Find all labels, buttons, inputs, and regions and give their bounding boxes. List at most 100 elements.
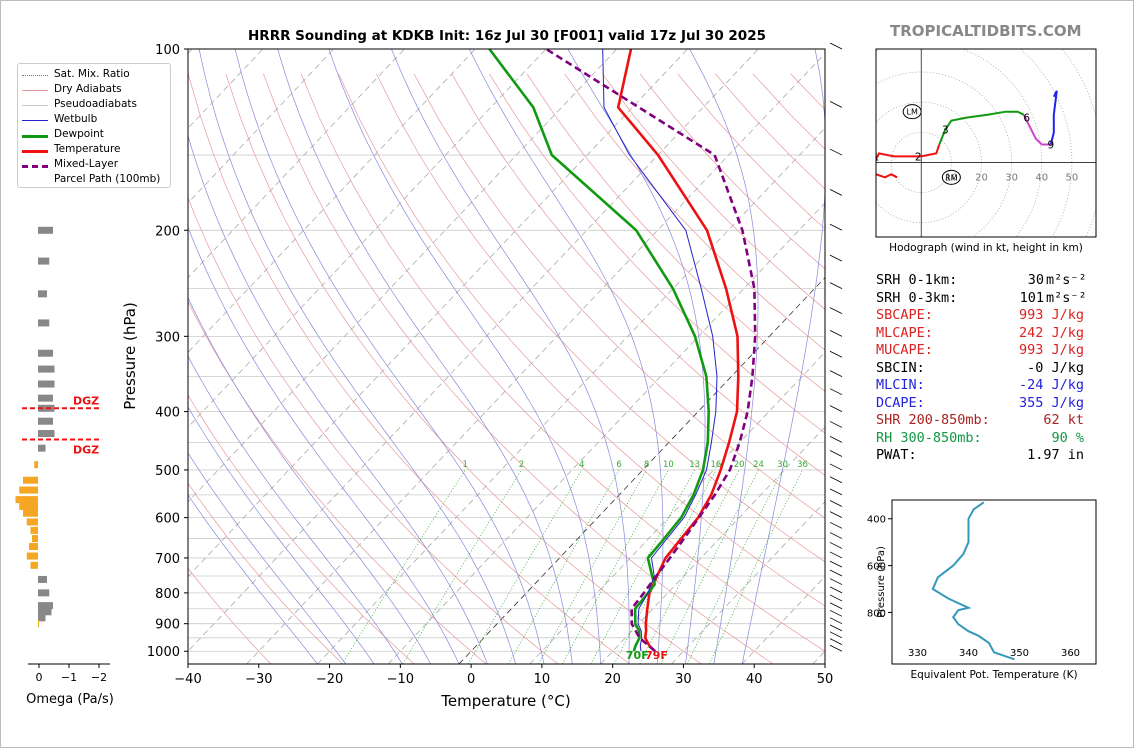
wind-barb [829, 609, 843, 617]
dry-adiabat [602, 73, 825, 310]
hodograph-ring-label: 20 [975, 172, 988, 183]
wind-barb [829, 42, 843, 50]
moist-adiabat [188, 355, 403, 664]
hodograph-height-label: 9 [1047, 139, 1054, 151]
wind-barb [829, 551, 843, 559]
mixing-ratio-line [402, 469, 522, 664]
dgz-label: DGZ [73, 394, 99, 407]
series-temperature [616, 49, 740, 653]
wind-barb [829, 638, 843, 645]
mixing-ratio-line [562, 469, 669, 664]
stat-row: MLCIN: -24 J/kg [876, 377, 1106, 395]
x-tick-label: −20 [316, 672, 343, 687]
omega-bar [34, 461, 38, 469]
x-tick-label: 50 [817, 672, 834, 687]
omega-bar [38, 602, 53, 610]
stat-label: SRH 0-3km: [876, 289, 958, 306]
wind-barb [829, 521, 843, 529]
wind-barb [829, 388, 843, 396]
stat-value: 242 J/kg [1018, 324, 1084, 341]
moist-adiabat [198, 49, 516, 664]
series-wetbulb [602, 49, 718, 652]
wind-barb [829, 569, 843, 577]
isotherm [188, 49, 547, 428]
isotherm [188, 49, 618, 503]
wind-barb [829, 329, 843, 337]
series-dewpoint [488, 49, 711, 652]
omega-bar [32, 535, 38, 543]
omega-bar [26, 518, 38, 526]
stat-unit: m²s⁻² [1046, 272, 1087, 288]
legend-swatch [22, 105, 48, 106]
stat-unit: m²s⁻² [1046, 289, 1087, 306]
wind-barb [829, 476, 843, 484]
wind-barb [829, 532, 843, 539]
omega-bar [26, 552, 38, 560]
stat-row: DCAPE: 355 J/kg [876, 395, 1106, 413]
dry-adiabat [188, 482, 343, 664]
stat-label: SHR 200-850mb: [876, 412, 990, 428]
omega-bar [30, 561, 38, 569]
stat-value: -0 J/kg [1027, 359, 1084, 376]
wind-barb [829, 644, 843, 652]
stat-value: 90 % [1051, 429, 1084, 446]
legend-label: Dry Adiabats [54, 83, 122, 95]
moist-adiabat [188, 452, 347, 664]
isotherm [246, 52, 825, 664]
omega-panel: DGZ DGZ 0 −1 −2 Omega (Pa/s) [15, 168, 114, 707]
stat-row: SRH 0-3km: 101 m²s⁻² [876, 290, 1106, 308]
dry-adiabat [526, 73, 825, 392]
stat-value: 30 [1027, 272, 1044, 288]
wind-barb [829, 542, 843, 549]
stat-row: SHR 200-850mb: 62 kt [876, 412, 1106, 430]
dry-adiabat [263, 73, 774, 664]
legend-label: Mixed-Layer [54, 158, 119, 170]
stat-value: 62 kt [1043, 412, 1084, 428]
omega-bar [38, 365, 55, 373]
omega-bar [23, 476, 38, 484]
omega-bar [30, 526, 38, 534]
omega-bar [38, 349, 53, 357]
mixing-ratio-line [708, 469, 803, 664]
hodograph-trace [938, 110, 1025, 145]
moist-adiabat [234, 49, 545, 664]
storm-motion-label: LM [906, 108, 917, 117]
mixing-ratio-label: 13 [689, 460, 700, 470]
isotherm [188, 49, 476, 353]
series-mixed-layer-parcel-path-100mb- [545, 49, 757, 653]
hodograph-ring-label: 50 [1066, 172, 1079, 183]
wind-barb [829, 350, 843, 358]
dry-adiabat [413, 73, 825, 519]
omega-tick-label: 0 [36, 671, 43, 684]
omega-bar [38, 575, 47, 583]
wind-barb [829, 421, 843, 428]
omega-bar [38, 608, 52, 616]
omega-bar [38, 394, 53, 402]
legend-label: Wetbulb [54, 113, 98, 125]
x-tick-label: −40 [174, 672, 201, 687]
moist-adiabat [277, 49, 573, 664]
stat-row: MLCAPE: 242 J/kg [876, 325, 1106, 343]
wind-barb [829, 148, 843, 156]
wind-barb [829, 370, 843, 378]
storm-motion-marker [941, 169, 961, 185]
omega-bar [29, 542, 38, 550]
stat-row: RH 300-850mb: 90 % [876, 430, 1106, 448]
stats-table: SRH 0-1km: 30 m²s⁻² SRH 0-3km: 101 m²s⁻² SBCAP… [876, 272, 1106, 465]
wind-barb [829, 463, 843, 471]
y-tick-label: 300 [155, 330, 180, 345]
stat-label: RH 300-850mb: [876, 429, 982, 446]
surface-dewpoint-label: 70F [626, 649, 649, 662]
omega-bar [19, 486, 38, 494]
y-tick-label: 700 [155, 552, 180, 567]
moist-adiabat [689, 49, 759, 664]
storm-motion-marker [902, 104, 922, 120]
omega-bar [38, 430, 55, 438]
legend-swatch [22, 90, 48, 91]
dry-adiabat [188, 300, 487, 664]
dry-adiabat [300, 73, 825, 652]
mixing-ratio-line [538, 469, 647, 664]
moist-adiabat [468, 49, 664, 664]
